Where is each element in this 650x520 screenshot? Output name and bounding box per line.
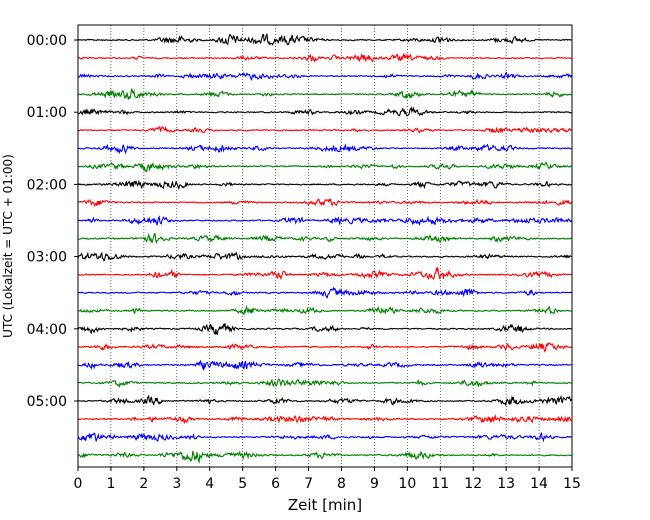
x-tick-label: 15 [563, 476, 581, 492]
x-tick-label: 10 [398, 476, 416, 492]
seismic-trace [77, 413, 572, 425]
seismic-trace [77, 52, 572, 63]
seismic-trace [77, 323, 572, 336]
x-tick-label: 14 [530, 476, 548, 492]
x-tick-label: 3 [172, 476, 181, 492]
seismic-trace [77, 342, 572, 353]
seismic-trace [77, 71, 572, 81]
x-tick-label: 13 [497, 476, 515, 492]
seismic-trace [77, 232, 572, 245]
seismic-trace [77, 33, 572, 46]
x-tick-label: 4 [205, 476, 214, 492]
x-tick-label: 12 [464, 476, 482, 492]
x-axis-label: Zeit [min] [288, 496, 362, 514]
seismic-trace [77, 378, 572, 389]
x-tick-label: 1 [106, 476, 115, 492]
y-tick-label: 00:00 [27, 33, 67, 49]
x-tick-label: 5 [238, 476, 247, 492]
x-tick-label: 6 [271, 476, 280, 492]
seismic-trace [77, 106, 572, 117]
plot-frame [77, 24, 573, 468]
seismic-trace [77, 394, 573, 406]
seismic-trace [77, 125, 572, 134]
seismic-trace [77, 305, 572, 316]
y-tick-label: 04:00 [27, 322, 67, 338]
seismic-trace [77, 286, 572, 299]
x-tick-label: 7 [304, 476, 313, 492]
y-axis-label: UTC (Lokalzeit = UTC + 01:00) [1, 154, 15, 338]
seismic-trace [77, 431, 572, 443]
x-tick-label: 11 [431, 476, 449, 492]
seismic-trace [77, 88, 572, 100]
seismic-trace [77, 251, 572, 262]
seismic-trace [77, 197, 572, 208]
x-tick-label: 9 [370, 476, 379, 492]
seismic-trace [77, 143, 572, 155]
x-tick-label: 2 [139, 476, 148, 492]
x-tick-label: 0 [74, 476, 83, 492]
seismic-trace [77, 266, 572, 281]
y-tick-label: 03:00 [27, 250, 67, 266]
seismic-trace [77, 359, 572, 372]
trace-group [77, 33, 573, 464]
y-tick-label: 01:00 [27, 105, 67, 121]
seismic-trace [77, 179, 572, 191]
seismic-trace [77, 161, 572, 173]
y-tick-label: 05:00 [27, 394, 67, 410]
seismic-trace [77, 215, 572, 227]
seismic-trace [77, 450, 572, 464]
y-axis: 00:00 01:00 02:00 03:00 04:00 05:00 [27, 33, 78, 410]
x-axis: 0 1 2 3 4 5 6 7 8 9 10 11 12 13 14 15 [74, 467, 581, 492]
x-tick-label: 8 [337, 476, 346, 492]
y-tick-label: 02:00 [27, 177, 67, 193]
